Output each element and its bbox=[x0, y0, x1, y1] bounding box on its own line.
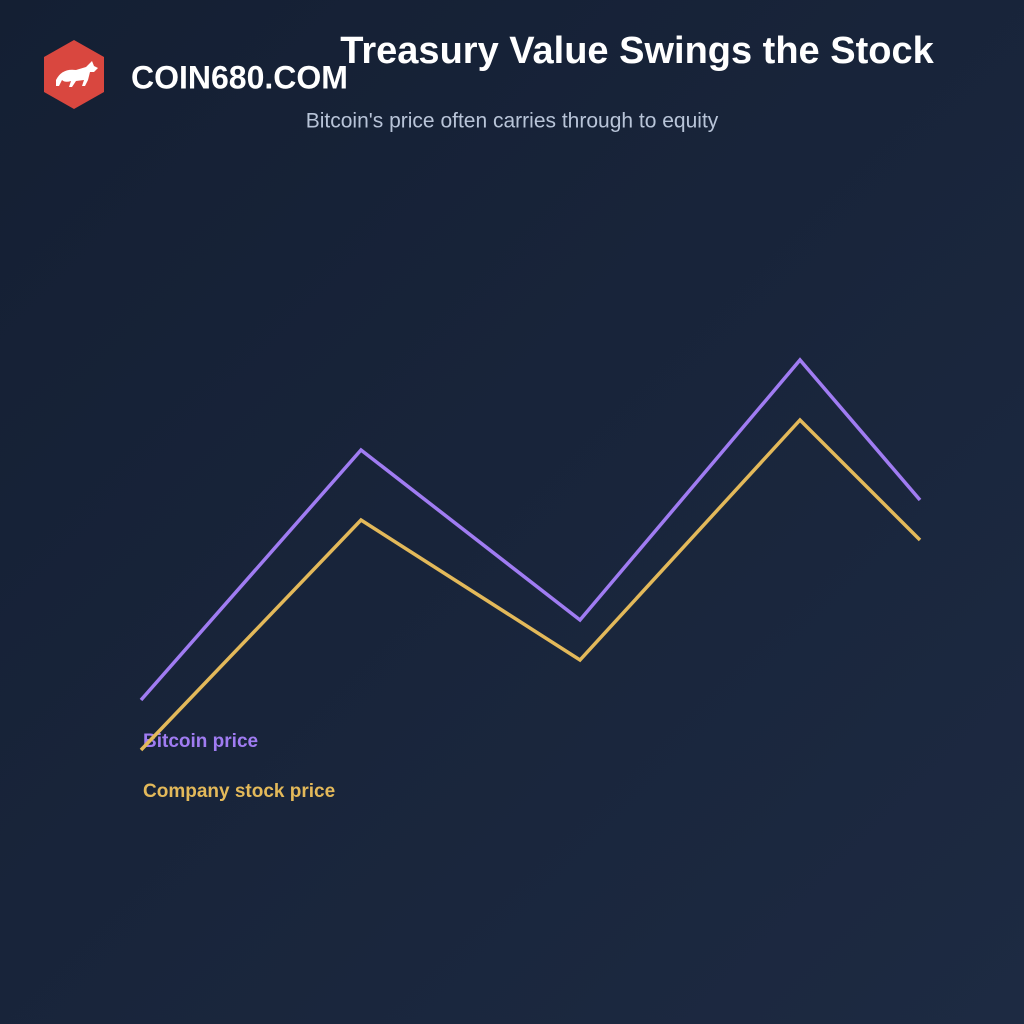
logo-bull bbox=[56, 61, 98, 87]
line bbox=[139, 357, 922, 702]
logo bbox=[44, 40, 104, 109]
legend-label: Company stock price bbox=[143, 781, 335, 802]
chart-title: Treasury Value Swings the Stock bbox=[340, 30, 934, 72]
line bbox=[139, 417, 922, 752]
brand: COIN680.COM bbox=[131, 59, 348, 95]
chart-subtitle: Bitcoin's price often carries through to… bbox=[306, 110, 719, 133]
legend-label: Bitcoin price bbox=[143, 731, 258, 752]
